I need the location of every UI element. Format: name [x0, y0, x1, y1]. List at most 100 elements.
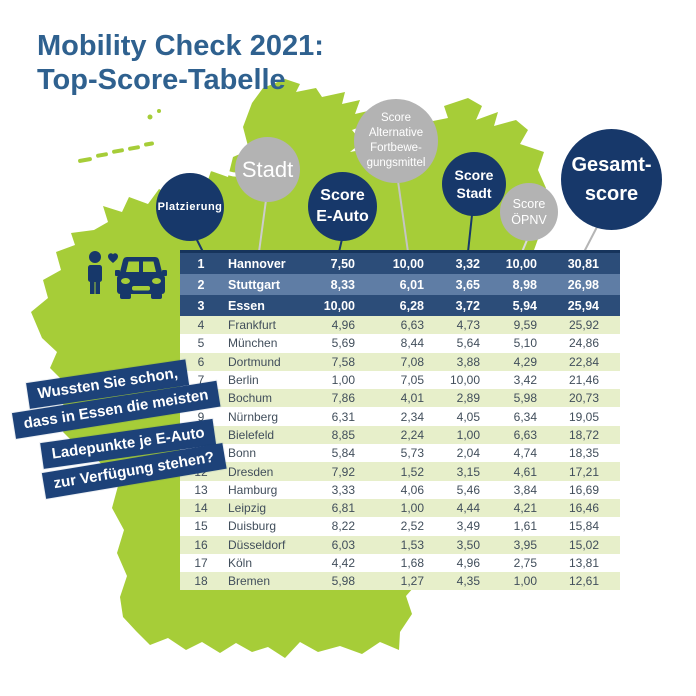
score-e-auto-cell: 8,85	[331, 427, 355, 442]
score-alternative-cell: 2,52	[400, 519, 424, 534]
score-row-7: 7 Berlin 1,00 7,05 10,00 3,42 21,46	[180, 370, 620, 390]
score-alternative-cell: 6,63	[400, 318, 424, 333]
gesamtscore-cell: 25,94	[567, 298, 599, 313]
city-cell: Köln	[228, 556, 253, 570]
score-alternative-cell: 7,05	[400, 373, 424, 388]
score-e-auto-cell: 5,98	[331, 574, 355, 589]
gesamtscore-cell: 22,84	[568, 354, 599, 369]
city-cell: Hamburg	[228, 482, 278, 497]
city-cell: Nürnberg	[228, 409, 279, 424]
score-stadt-cell: 4,44	[456, 501, 480, 516]
city-cell: Frankfurt	[228, 318, 277, 333]
rank-cell: 7	[197, 373, 205, 388]
city-cell: Essen	[228, 298, 265, 313]
score-oepnv-cell: 3,84	[513, 482, 537, 497]
score-oepnv-cell: 5,10	[513, 336, 537, 351]
rank-cell: 14	[194, 501, 208, 516]
gesamtscore-cell: 16,46	[568, 501, 599, 516]
score-stadt-cell: 2,89	[456, 391, 480, 406]
rank-cell: 6	[197, 354, 205, 369]
gesamtscore-cell: 18,35	[568, 446, 599, 461]
score-e-auto-cell: 7,92	[331, 464, 355, 479]
score-row-1: 1 Hannover 7,50 10,00 3,32 10,00 30,81	[180, 253, 620, 274]
score-e-auto-cell: 8,22	[331, 519, 355, 534]
gesamtscore-cell: 15,84	[568, 519, 599, 534]
gesamtscore-cell: 17,21	[568, 464, 599, 479]
score-alternative-cell: 7,08	[400, 354, 424, 369]
score-oepnv-cell: 6,34	[513, 409, 537, 424]
score-alternative-cell: 2,34	[400, 409, 424, 424]
bubble-score-stadt: Score Stadt	[442, 152, 506, 216]
score-oepnv-cell: 5,94	[512, 298, 537, 313]
gesamtscore-cell: 21,46	[568, 373, 599, 388]
score-alternative-cell: 10,00	[392, 256, 424, 271]
score-row-14: 14 Leipzig 6,81 1,00 4,44 4,21 16,46	[180, 498, 620, 518]
score-alternative-cell: 4,01	[400, 391, 424, 406]
bubble-score-alternative: Score Alternative Fortbewe- gungsmittel	[354, 99, 438, 183]
score-stadt-cell: 3,72	[455, 298, 480, 313]
city-cell: Bochum	[228, 391, 273, 406]
score-oepnv-cell: 9,59	[513, 318, 537, 333]
score-e-auto-cell: 6,03	[331, 537, 355, 552]
score-e-auto-cell: 7,86	[331, 391, 355, 406]
score-stadt-cell: 4,35	[456, 574, 480, 589]
score-e-auto-cell: 1,00	[331, 373, 355, 388]
gesamtscore-cell: 25,92	[568, 318, 599, 333]
score-oepnv-cell: 4,61	[513, 464, 537, 479]
gesamtscore-cell: 20,73	[568, 391, 599, 406]
rank-cell: 1	[197, 256, 205, 271]
score-alternative-cell: 1,27	[400, 574, 424, 589]
score-alternative-cell: 1,53	[400, 537, 424, 552]
score-e-auto-cell: 7,58	[331, 354, 355, 369]
score-e-auto-cell: 6,31	[331, 409, 355, 424]
rank-cell: 13	[194, 482, 208, 497]
score-row-15: 15 Duisburg 8,22 2,52 3,49 1,61 15,84	[180, 517, 620, 536]
score-alternative-cell: 6,28	[399, 298, 424, 313]
score-table: 1 Hannover 7,50 10,00 3,32 10,00 30,81 2 Stuttga…	[180, 250, 620, 591]
score-oepnv-cell: 4,29	[513, 354, 537, 369]
score-oepnv-cell: 4,21	[513, 501, 537, 516]
score-oepnv-cell: 6,63	[513, 427, 537, 442]
score-alternative-cell: 5,73	[400, 446, 424, 461]
score-stadt-cell: 4,96	[456, 556, 480, 570]
city-cell: Berlin	[228, 373, 259, 388]
rank-cell: 17	[194, 556, 208, 570]
score-row-5: 5 München 5,69 8,44 5,64 5,10 24,86	[180, 334, 620, 353]
score-alternative-cell: 1,68	[400, 556, 424, 570]
score-oepnv-cell: 8,98	[512, 277, 537, 292]
score-e-auto-cell: 4,96	[331, 318, 355, 333]
city-cell: München	[228, 336, 278, 351]
city-cell: Duisburg	[228, 519, 277, 534]
bubble-score-e-auto: Score E-Auto	[308, 172, 377, 241]
city-cell: Bremen	[228, 574, 271, 589]
score-stadt-cell: 5,64	[456, 336, 480, 351]
city-cell: Dortmund	[228, 354, 281, 369]
gesamtscore-cell: 13,81	[568, 556, 599, 570]
score-alternative-cell: 8,44	[400, 336, 424, 351]
score-e-auto-cell: 6,81	[331, 501, 355, 516]
bubble-gesamtscore: Gesamt- score	[561, 129, 662, 230]
page-title: Mobility Check 2021: Top-Score-Tabelle	[37, 30, 324, 98]
score-alternative-cell: 2,24	[400, 427, 424, 442]
gesamtscore-cell: 19,05	[568, 409, 599, 424]
gesamtscore-cell: 16,69	[568, 482, 599, 497]
score-oepnv-cell: 4,74	[513, 446, 537, 461]
score-oepnv-cell: 5,98	[513, 391, 537, 406]
score-oepnv-cell: 3,42	[513, 373, 537, 388]
score-e-auto-cell: 7,50	[330, 256, 355, 271]
gesamtscore-cell: 15,02	[568, 537, 599, 552]
score-e-auto-cell: 4,42	[331, 556, 355, 570]
score-stadt-cell: 1,00	[456, 427, 480, 442]
score-stadt-cell: 3,49	[456, 519, 480, 534]
score-stadt-cell: 3,50	[456, 537, 480, 552]
score-alternative-cell: 6,01	[399, 277, 424, 292]
score-row-13: 13 Hamburg 3,33 4,06 5,46 3,84 16,69	[180, 480, 620, 499]
person-heart-car-icon	[88, 251, 167, 299]
score-stadt-cell: 3,88	[456, 354, 480, 369]
score-stadt-cell: 3,32	[455, 256, 480, 271]
bubble-stadt: Stadt	[235, 137, 300, 202]
score-row-4: 4 Frankfurt 4,96 6,63 4,73 9,59 25,92	[180, 316, 620, 335]
